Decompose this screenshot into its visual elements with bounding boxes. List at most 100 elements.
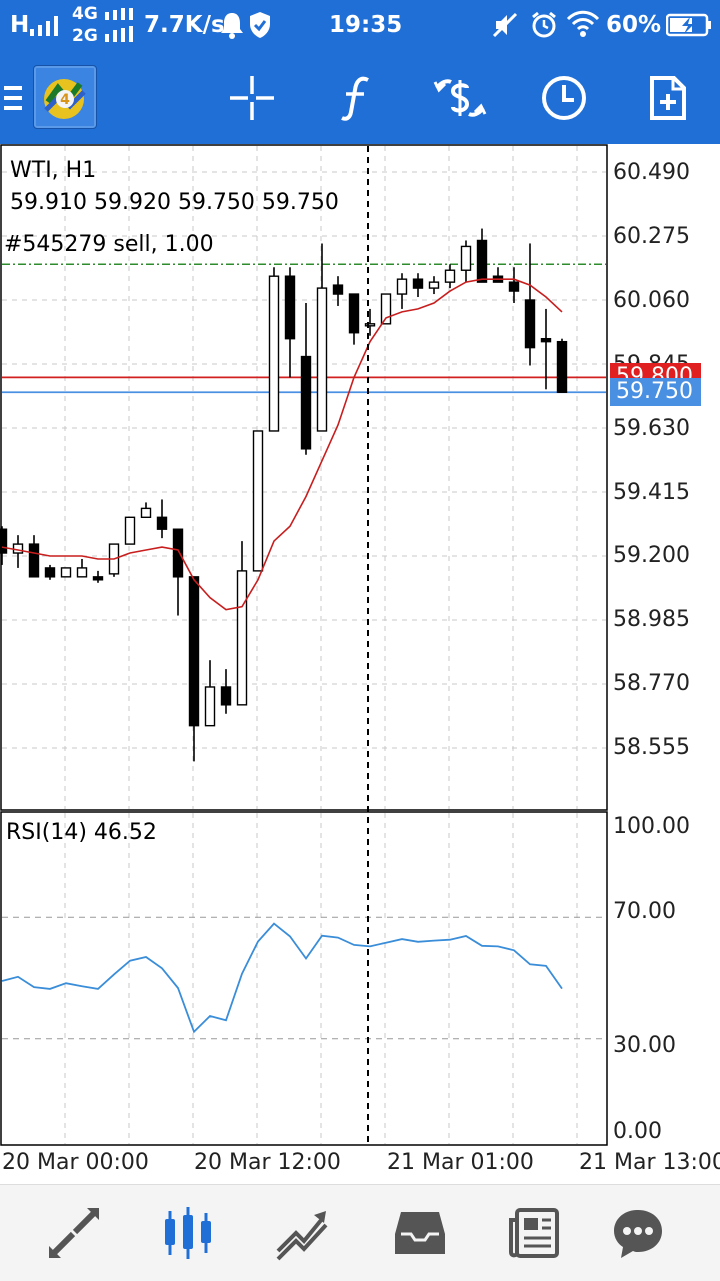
price-label: 60.060 bbox=[613, 288, 690, 313]
candle bbox=[108, 543, 120, 577]
timeframe-clock-icon[interactable] bbox=[534, 68, 594, 128]
bottom-navigation bbox=[0, 1184, 720, 1281]
candle bbox=[412, 273, 424, 298]
candle-body bbox=[12, 543, 24, 554]
rsi-indicator bbox=[2, 916, 606, 1040]
candle bbox=[204, 660, 216, 727]
rsi-scale-label: 100.00 bbox=[613, 814, 690, 839]
candle-body bbox=[140, 507, 152, 519]
candle-body bbox=[540, 337, 552, 343]
candle-body bbox=[268, 275, 280, 432]
menu-icon[interactable] bbox=[0, 68, 46, 128]
network-type-2g: 2G bbox=[72, 26, 98, 46]
candle bbox=[380, 293, 392, 325]
candle-body bbox=[236, 570, 248, 706]
wifi-icon bbox=[566, 10, 600, 37]
candle-body bbox=[380, 293, 392, 325]
candle bbox=[44, 564, 56, 580]
clock-time: 19:35 bbox=[329, 12, 403, 38]
moving-average-line bbox=[1, 278, 563, 611]
candle-body bbox=[556, 340, 568, 393]
rsi-line bbox=[1, 922, 563, 1034]
battery-charging-icon bbox=[666, 13, 711, 37]
candle-body bbox=[44, 567, 56, 578]
candle-body bbox=[60, 567, 72, 578]
candle-body bbox=[476, 239, 488, 283]
history-icon[interactable] bbox=[388, 1203, 452, 1263]
candle bbox=[524, 243, 536, 366]
price-label: 59.415 bbox=[613, 480, 690, 505]
candle bbox=[460, 240, 472, 283]
candle bbox=[188, 576, 200, 762]
top-toolbar: 4 bbox=[0, 50, 720, 144]
time-label: 21 Mar 13:00 bbox=[579, 1150, 720, 1175]
candle bbox=[396, 273, 408, 309]
candle bbox=[28, 535, 40, 578]
quotes-icon[interactable] bbox=[42, 1203, 106, 1263]
candle bbox=[172, 528, 184, 616]
candle bbox=[140, 502, 152, 519]
network-label: H bbox=[10, 12, 30, 38]
candle-body bbox=[412, 278, 424, 289]
price-label: 60.275 bbox=[613, 224, 690, 249]
bid-price-tag: 59.750 bbox=[610, 378, 701, 406]
candle bbox=[268, 267, 280, 432]
candle-body bbox=[172, 528, 184, 578]
svg-text:4: 4 bbox=[60, 92, 70, 108]
candle bbox=[252, 430, 264, 572]
status-bar: H 4G 2G 7.7K/s 19:35 60% bbox=[0, 0, 720, 50]
new-object-icon[interactable] bbox=[638, 68, 698, 128]
candle bbox=[444, 264, 456, 289]
time-label: 20 Mar 12:00 bbox=[194, 1150, 341, 1175]
ohlc-values: 59.910 59.920 59.750 59.750 bbox=[10, 190, 339, 215]
time-label: 20 Mar 00:00 bbox=[2, 1150, 149, 1175]
candle bbox=[220, 669, 232, 714]
time-label: 21 Mar 01:00 bbox=[387, 1150, 534, 1175]
news-icon[interactable] bbox=[502, 1203, 566, 1263]
candle-body bbox=[28, 543, 40, 578]
battery-percentage: 60% bbox=[606, 12, 662, 38]
candle bbox=[156, 499, 168, 539]
chart-area[interactable]: WTI, H1 59.910 59.920 59.750 59.750 #545… bbox=[0, 144, 720, 1184]
candle-body bbox=[252, 430, 264, 572]
candle-body bbox=[524, 299, 536, 349]
chat-icon[interactable] bbox=[606, 1203, 670, 1263]
candle bbox=[540, 308, 552, 390]
candle-body bbox=[332, 284, 344, 295]
candle bbox=[364, 308, 376, 336]
trade-icon[interactable] bbox=[270, 1203, 334, 1263]
candle-body bbox=[156, 516, 168, 530]
rsi-scale-label: 0.00 bbox=[613, 1119, 662, 1144]
candle-body bbox=[204, 686, 216, 727]
candle bbox=[76, 558, 88, 578]
network-type-4g: 4G bbox=[72, 4, 98, 24]
price-chart[interactable] bbox=[0, 144, 720, 1184]
metatrader-logo-icon[interactable]: 4 bbox=[33, 65, 97, 129]
candle bbox=[284, 267, 296, 378]
crosshair-icon[interactable] bbox=[222, 68, 282, 128]
shield-icon bbox=[250, 12, 270, 38]
candle-body bbox=[348, 293, 360, 334]
candle-body bbox=[428, 281, 440, 289]
candle bbox=[0, 526, 8, 565]
symbol-timeframe: WTI, H1 bbox=[10, 158, 97, 183]
rsi-scale-label: 70.00 bbox=[613, 899, 676, 924]
price-label: 60.490 bbox=[613, 160, 690, 185]
candle bbox=[316, 243, 328, 432]
charts-icon[interactable] bbox=[156, 1203, 220, 1263]
network-speed: 7.7K/s bbox=[144, 12, 225, 38]
candle bbox=[348, 293, 360, 345]
candlesticks bbox=[0, 228, 568, 762]
candle-body bbox=[92, 576, 104, 581]
candle-body bbox=[188, 576, 200, 727]
symbol-change-icon[interactable] bbox=[430, 68, 490, 128]
price-label: 59.630 bbox=[613, 416, 690, 441]
notification-bell-icon bbox=[221, 13, 243, 39]
candle-body bbox=[0, 528, 8, 554]
price-label: 58.555 bbox=[613, 735, 690, 760]
candle-body bbox=[76, 567, 88, 578]
signal-icon-2 bbox=[105, 8, 133, 42]
function-icon[interactable] bbox=[326, 68, 386, 128]
candle bbox=[332, 276, 344, 306]
rsi-panel-frame bbox=[0, 811, 608, 1146]
